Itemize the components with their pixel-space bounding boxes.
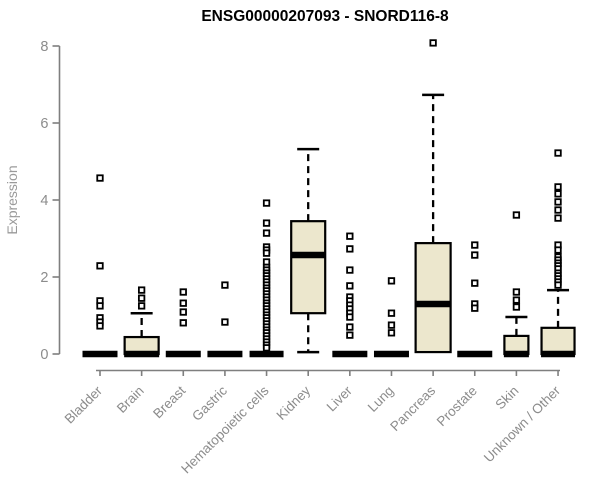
outlier-marker: [96, 174, 104, 182]
outlier-marker: [262, 344, 271, 352]
outlier-marker: [554, 281, 562, 289]
x-tick-label: Brain: [114, 383, 147, 416]
x-tick-label: Liver: [324, 383, 356, 415]
outlier-marker: [221, 318, 229, 326]
outlier-marker: [96, 262, 104, 270]
x-tick-label: Gastric: [189, 383, 230, 424]
outlier-marker: [346, 313, 354, 321]
outlier-marker: [471, 251, 479, 259]
x-tick-label: Breast: [150, 383, 188, 421]
y-tick-label: 6: [40, 116, 48, 132]
box: [540, 326, 576, 356]
y-tick-label: 8: [40, 39, 48, 55]
outlier-marker: [96, 322, 104, 330]
outlier-marker: [554, 198, 562, 206]
outlier-marker: [471, 304, 479, 312]
outlier-marker: [179, 288, 187, 296]
outlier-marker: [512, 296, 521, 304]
outlier-marker: [471, 279, 479, 287]
outlier-marker: [346, 266, 354, 274]
outlier-marker: [262, 249, 271, 257]
outlier-marker: [387, 321, 396, 329]
outlier-marker: [512, 303, 521, 311]
y-tick-label: 0: [40, 347, 48, 363]
outlier-marker: [137, 294, 146, 302]
outlier-marker: [221, 281, 229, 289]
outlier-marker: [262, 219, 271, 227]
outlier-marker: [137, 302, 146, 310]
outlier-marker: [387, 309, 396, 317]
outlier-marker: [387, 329, 396, 337]
outlier-marker: [471, 241, 479, 249]
x-tick-label: Prostate: [434, 383, 480, 429]
x-tick-label: Unknown / Other: [481, 383, 564, 466]
outlier-marker: [346, 323, 354, 331]
y-tick-label: 2: [40, 270, 48, 286]
outlier-marker: [554, 214, 562, 222]
outlier-marker: [554, 190, 562, 198]
outlier-marker: [179, 308, 187, 316]
outlier-marker: [387, 277, 396, 285]
outlier-marker: [512, 288, 521, 296]
outlier-marker: [96, 302, 104, 310]
x-tick-label: Skin: [492, 383, 521, 412]
outlier-marker: [346, 282, 354, 290]
x-tick-label: Lung: [365, 383, 397, 415]
outlier-marker: [262, 229, 271, 237]
x-tick-label: Kidney: [274, 383, 314, 423]
outlier-marker: [554, 206, 562, 214]
outlier-marker: [429, 39, 437, 47]
outlier-marker: [346, 232, 354, 240]
outlier-marker: [179, 299, 187, 307]
outlier-marker: [346, 245, 354, 253]
outlier-marker: [554, 149, 562, 157]
x-tick-label: Bladder: [62, 383, 106, 427]
outlier-marker: [346, 331, 354, 339]
box: [414, 242, 452, 354]
y-tick-label: 4: [40, 193, 48, 209]
y-axis-title: Expression: [4, 165, 20, 235]
outlier-marker: [262, 199, 271, 207]
outlier-marker: [554, 183, 562, 191]
box: [290, 220, 327, 315]
outlier-marker: [554, 246, 562, 254]
x-tick-label: Pancreas: [387, 383, 438, 434]
outlier-marker: [512, 211, 521, 219]
outlier-marker: [179, 319, 187, 327]
chart-title: ENSG00000207093 - SNORD116-8: [201, 8, 449, 25]
outlier-marker: [137, 286, 146, 294]
